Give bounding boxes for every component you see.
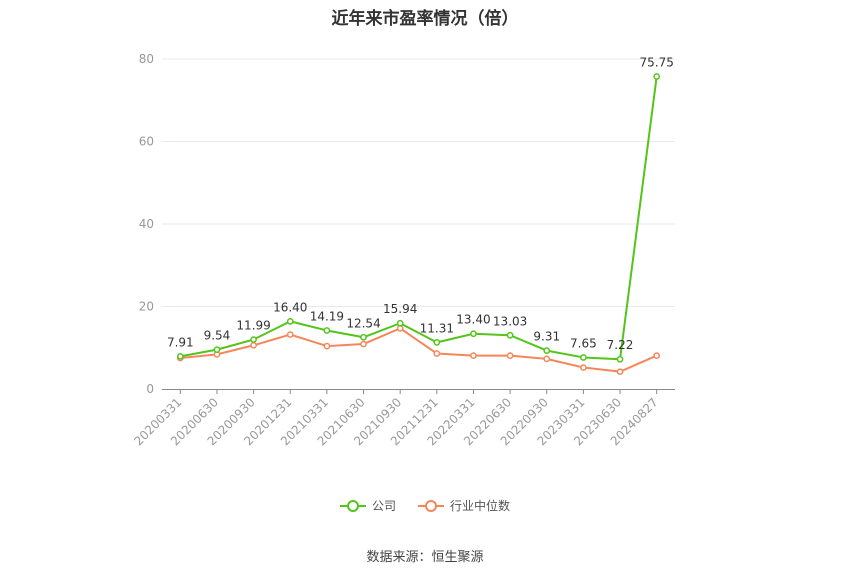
company-data-label: 7.65 xyxy=(570,336,597,350)
company-data-point xyxy=(653,73,661,80)
company-data-point xyxy=(616,355,624,363)
legend-industry-marker-icon xyxy=(418,499,444,512)
company-data-point xyxy=(396,319,404,327)
industry-data-point xyxy=(543,355,551,363)
grid-layer xyxy=(162,58,675,307)
company-data-label: 16.40 xyxy=(273,300,307,314)
company-pe-line xyxy=(180,76,658,361)
industry-data-point xyxy=(506,352,514,359)
source-note: 数据来源：恒生聚源 xyxy=(366,550,484,565)
legend: 公司 行业中位数 xyxy=(0,497,850,514)
company-data-label: 75.75 xyxy=(639,56,673,70)
legend-company-marker-icon xyxy=(339,499,366,512)
y-tick-label: 60 xyxy=(139,135,154,149)
company-data-point xyxy=(176,353,184,360)
industry-data-point xyxy=(616,368,624,376)
company-data-label: 9.54 xyxy=(204,329,231,343)
company-data-point xyxy=(250,336,257,343)
company-data-label: 7.22 xyxy=(607,338,634,352)
industry-data-point xyxy=(433,350,441,357)
y-tick-label: 0 xyxy=(146,382,154,396)
industry-data-point xyxy=(580,364,587,371)
company-data-point xyxy=(470,330,477,338)
industry-data-point xyxy=(360,340,367,348)
company-data-label: 11.99 xyxy=(236,319,270,333)
chart-title: 近年来市盈率情况（倍） xyxy=(331,9,519,29)
company-data-point xyxy=(286,318,294,325)
company-data-point xyxy=(506,331,514,339)
industry-data-point xyxy=(470,352,477,359)
y-tick-label: 20 xyxy=(139,300,154,314)
legend-item-industry-median[interactable]: 行业中位数 xyxy=(418,497,510,514)
axis-layer: 0204060802020033120200630202009302020123… xyxy=(131,52,675,448)
legend-industry-label: 行业中位数 xyxy=(450,499,511,513)
company-data-point xyxy=(580,354,587,361)
company-data-point xyxy=(433,338,441,346)
industry-data-point xyxy=(250,341,257,349)
legend-item-company[interactable]: 公司 xyxy=(339,497,396,514)
company-data-point xyxy=(323,327,331,334)
legend-company-label: 公司 xyxy=(371,499,396,513)
company-data-label: 7.91 xyxy=(167,335,194,349)
company-data-label: 13.03 xyxy=(493,314,527,328)
industry-data-point xyxy=(653,352,661,359)
industry-data-point xyxy=(323,342,331,350)
company-data-label: 15.94 xyxy=(383,302,417,316)
company-data-point xyxy=(543,347,551,354)
industry-median-pe-line xyxy=(180,327,658,373)
company-data-point xyxy=(213,346,221,353)
y-tick-label: 80 xyxy=(139,52,154,66)
industry-data-point xyxy=(286,331,294,338)
company-data-label: 9.31 xyxy=(533,330,560,344)
company-data-point xyxy=(360,333,367,341)
series-layer xyxy=(176,73,661,376)
company-data-label: 11.31 xyxy=(420,321,454,335)
company-data-label: 13.40 xyxy=(456,313,490,327)
company-data-label: 12.54 xyxy=(346,316,380,330)
y-tick-label: 40 xyxy=(139,217,154,231)
company-data-label: 14.19 xyxy=(310,309,344,323)
